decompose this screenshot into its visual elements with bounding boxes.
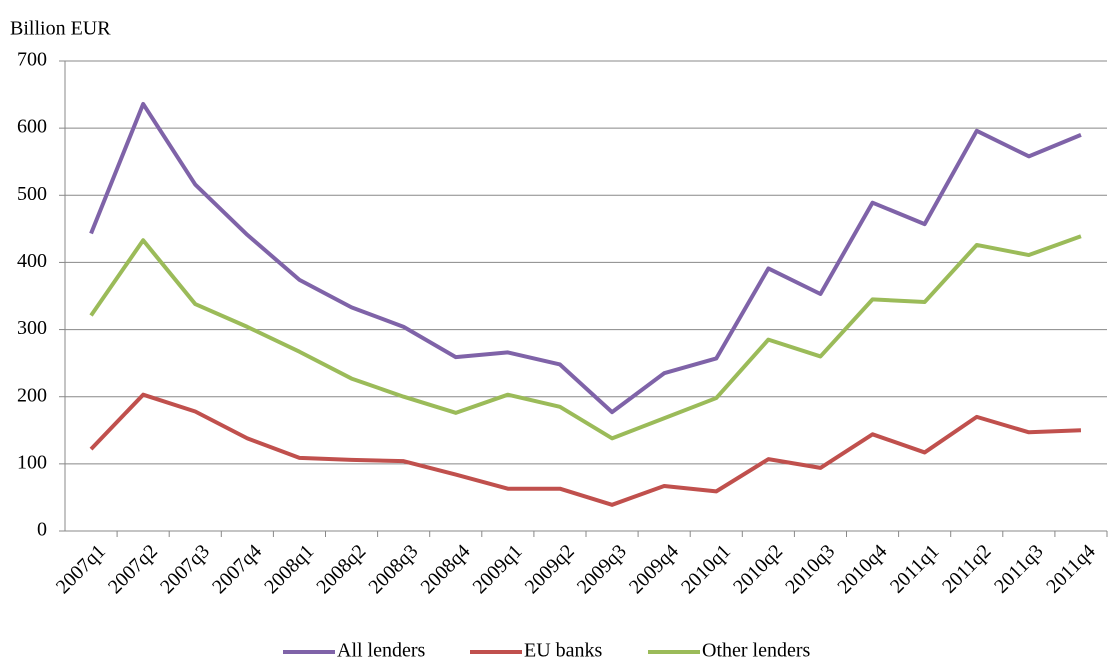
data-line (89, 101, 1082, 415)
x-tick-label: 2007q1 (52, 540, 110, 598)
x-tick-label: 2010q3 (781, 540, 839, 598)
legend-label: Other lenders (702, 640, 811, 662)
x-tick-label: 2010q4 (833, 540, 891, 598)
x-tick-label: 2007q3 (156, 540, 214, 598)
data-line (89, 392, 1082, 507)
x-tick-label: 2007q2 (104, 540, 162, 598)
y-tick-label: 400 (17, 250, 47, 272)
x-tick-label: 2009q3 (573, 540, 631, 598)
x-tick-label: 2008q3 (364, 540, 422, 598)
x-tick-label: 2011q3 (990, 540, 1047, 597)
x-tick-label: 2011q4 (1042, 540, 1099, 597)
y-axis-label: Billion EUR (10, 18, 111, 40)
y-tick-label: 600 (17, 116, 47, 138)
legend-label: All lenders (337, 640, 426, 662)
y-tick-label: 300 (17, 317, 47, 339)
x-tick-label: 2010q1 (677, 540, 735, 598)
y-tick-label: 0 (37, 519, 47, 541)
y-tick-label: 200 (17, 384, 47, 406)
data-line (89, 234, 1082, 441)
legend-label: EU banks (524, 640, 603, 662)
x-tick-label: 2008q1 (260, 540, 318, 598)
x-tick-label: 2010q2 (729, 540, 787, 598)
x-tick-label: 2009q4 (625, 540, 683, 598)
x-tick-label: 2007q4 (208, 540, 266, 598)
y-tick-label: 700 (17, 49, 47, 71)
y-tick-label: 500 (17, 183, 47, 205)
y-tick-label: 100 (17, 451, 47, 473)
x-tick-label: 2009q1 (469, 540, 527, 598)
x-tick-label: 2008q2 (312, 540, 370, 598)
x-tick-label: 2011q1 (886, 540, 943, 597)
x-tick-label: 2009q2 (521, 540, 579, 598)
x-tick-label: 2008q4 (417, 540, 475, 598)
x-tick-label: 2011q2 (938, 540, 995, 597)
